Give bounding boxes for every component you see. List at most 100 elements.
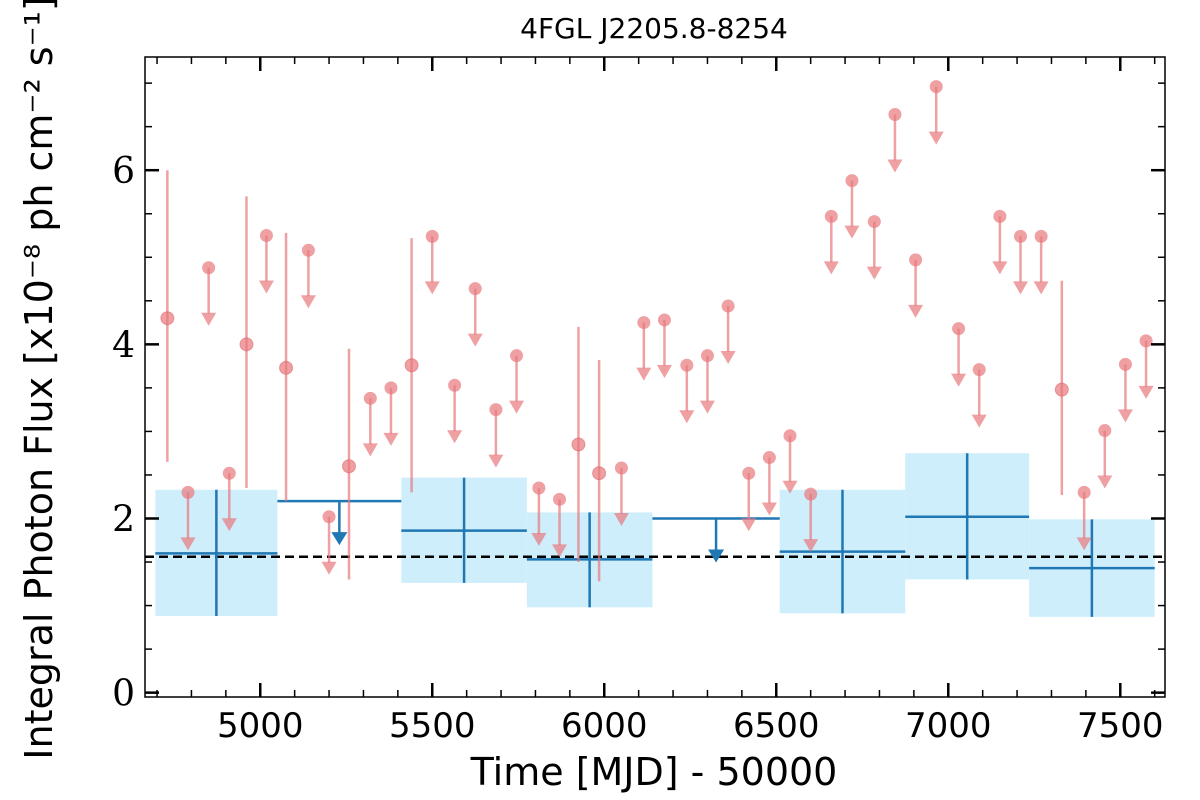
fine-upper-limit-arrow	[1097, 475, 1113, 489]
fine-upper-limit-point	[448, 378, 462, 392]
fine-upper-limit-point	[181, 485, 195, 499]
fine-upper-limit-point	[762, 451, 776, 465]
fine-upper-limit-point	[867, 215, 881, 229]
fine-upper-limit-arrow	[951, 373, 967, 387]
x-axis-label: Time [MJD] - 50000	[470, 750, 838, 794]
fine-upper-limit-arrow	[180, 537, 196, 551]
fine-upper-limit-point	[1034, 229, 1048, 243]
fine-upper-limit-point	[384, 381, 398, 395]
fine-upper-limit-point	[489, 403, 503, 417]
fine-upper-limit-point	[259, 229, 273, 243]
fine-upper-limit-point	[888, 107, 902, 121]
fine-upper-limit-point	[824, 209, 838, 223]
fine-upper-limit-point	[804, 487, 818, 501]
fine-upper-limit-arrow	[656, 364, 672, 378]
axes-frame	[144, 56, 1166, 698]
fine-upper-limit-arrow	[201, 312, 217, 326]
fine-upper-limit-arrow	[823, 261, 839, 275]
fine-upper-limit-point	[1139, 334, 1153, 348]
fine-upper-limit-arrow	[1138, 385, 1154, 399]
x-tick-label: 6500	[733, 706, 820, 746]
fine-upper-limit-arrow	[679, 410, 695, 424]
fine-upper-limit-arrow	[383, 432, 399, 446]
fine-upper-limit-arrow	[803, 539, 819, 553]
fine-upper-limit-point	[1118, 357, 1132, 371]
fine-upper-limit-point	[909, 253, 923, 267]
fine-upper-limit-arrow	[971, 414, 987, 428]
fine-upper-limit-point	[510, 349, 524, 363]
fine-upper-limit-point	[637, 316, 651, 330]
fine-upper-limit-arrow	[447, 430, 463, 444]
fine-upper-limit-arrow	[782, 480, 798, 494]
fine-upper-limit-arrow	[720, 351, 736, 365]
chart-title: 4FGL J2205.8-8254	[520, 12, 788, 45]
fine-upper-limit-arrow	[844, 225, 860, 239]
fine-upper-limit-point	[468, 282, 482, 296]
fine-bin-point	[1054, 382, 1069, 397]
y-tick-label: 6	[112, 151, 135, 192]
fine-upper-limit-point	[783, 429, 797, 443]
plot-frame	[144, 56, 1166, 698]
x-tick-label: 5500	[389, 706, 476, 746]
fine-upper-limit-point	[972, 363, 986, 377]
fine-bin-point	[279, 360, 294, 375]
fine-upper-limit-arrow	[531, 533, 547, 547]
fine-upper-limit-arrow	[908, 304, 924, 318]
fine-upper-limit-arrow	[928, 131, 944, 145]
fine-upper-limit-arrow	[300, 295, 316, 309]
fine-upper-limit-point	[929, 80, 943, 94]
coarse-upper-limit-arrow	[331, 532, 348, 546]
fine-upper-limit-arrow	[613, 512, 629, 526]
plot-area	[145, 80, 1165, 617]
fine-upper-limit-arrow	[761, 502, 777, 516]
coarse-upper-limit-arrow	[708, 549, 725, 563]
y-axis-label: Integral Photon Flux [x10⁻⁸ ph cm⁻² s⁻¹]	[17, 0, 61, 760]
y-tick-label: 0	[112, 674, 135, 715]
fine-upper-limit-point	[363, 391, 377, 405]
fine-upper-limit-point	[657, 313, 671, 327]
fine-upper-limit-arrow	[321, 561, 337, 575]
fine-upper-limit-arrow	[362, 443, 378, 457]
fine-upper-limit-arrow	[1033, 281, 1049, 295]
fine-upper-limit-arrow	[741, 518, 757, 532]
fine-upper-limit-arrow	[866, 266, 882, 280]
fine-upper-limit-point	[721, 299, 735, 313]
fine-upper-limit-point	[553, 492, 567, 506]
fine-upper-limit-arrow	[992, 261, 1008, 275]
y-tick-label: 2	[112, 499, 135, 540]
fine-upper-limit-point	[1098, 424, 1112, 438]
fine-bin-point	[592, 466, 607, 481]
fine-upper-limit-arrow	[1076, 537, 1092, 551]
fine-upper-limit-point	[301, 243, 315, 257]
fine-upper-limit-point	[222, 466, 236, 480]
fine-upper-limit-arrow	[221, 518, 237, 532]
fine-upper-limit-point	[1077, 485, 1091, 499]
fine-upper-limit-arrow	[1117, 409, 1133, 423]
fine-upper-limit-arrow	[552, 544, 568, 558]
fine-upper-limit-point	[742, 466, 756, 480]
fine-bin-point	[239, 337, 254, 352]
y-tick-label: 4	[112, 325, 135, 366]
fine-upper-limit-arrow	[699, 400, 715, 414]
fine-upper-limit-point	[680, 358, 694, 372]
x-tick-label: 6000	[561, 706, 648, 746]
fine-upper-limit-arrow	[636, 367, 652, 381]
fine-upper-limit-point	[202, 261, 216, 275]
fine-upper-limit-arrow	[509, 400, 525, 414]
fine-upper-limit-point	[952, 322, 966, 336]
fine-upper-limit-arrow	[887, 159, 903, 173]
fine-upper-limit-arrow	[258, 280, 274, 294]
fine-upper-limit-point	[993, 209, 1007, 223]
fine-upper-limit-point	[425, 229, 439, 243]
fine-upper-limit-point	[614, 461, 628, 475]
fine-upper-limit-arrow	[488, 454, 504, 468]
fine-upper-limit-point	[700, 349, 714, 363]
fine-bin-point	[571, 437, 586, 452]
x-tick-label: 7500	[1077, 706, 1164, 746]
fine-upper-limit-point	[532, 481, 546, 495]
fine-bin-point	[160, 311, 175, 326]
fine-upper-limit-point	[1014, 229, 1028, 243]
axis-ticks: 5000 5500 6000 6500 7000 7500 0 2 4 6	[112, 57, 1165, 746]
fine-upper-limit-arrow	[1013, 281, 1029, 295]
